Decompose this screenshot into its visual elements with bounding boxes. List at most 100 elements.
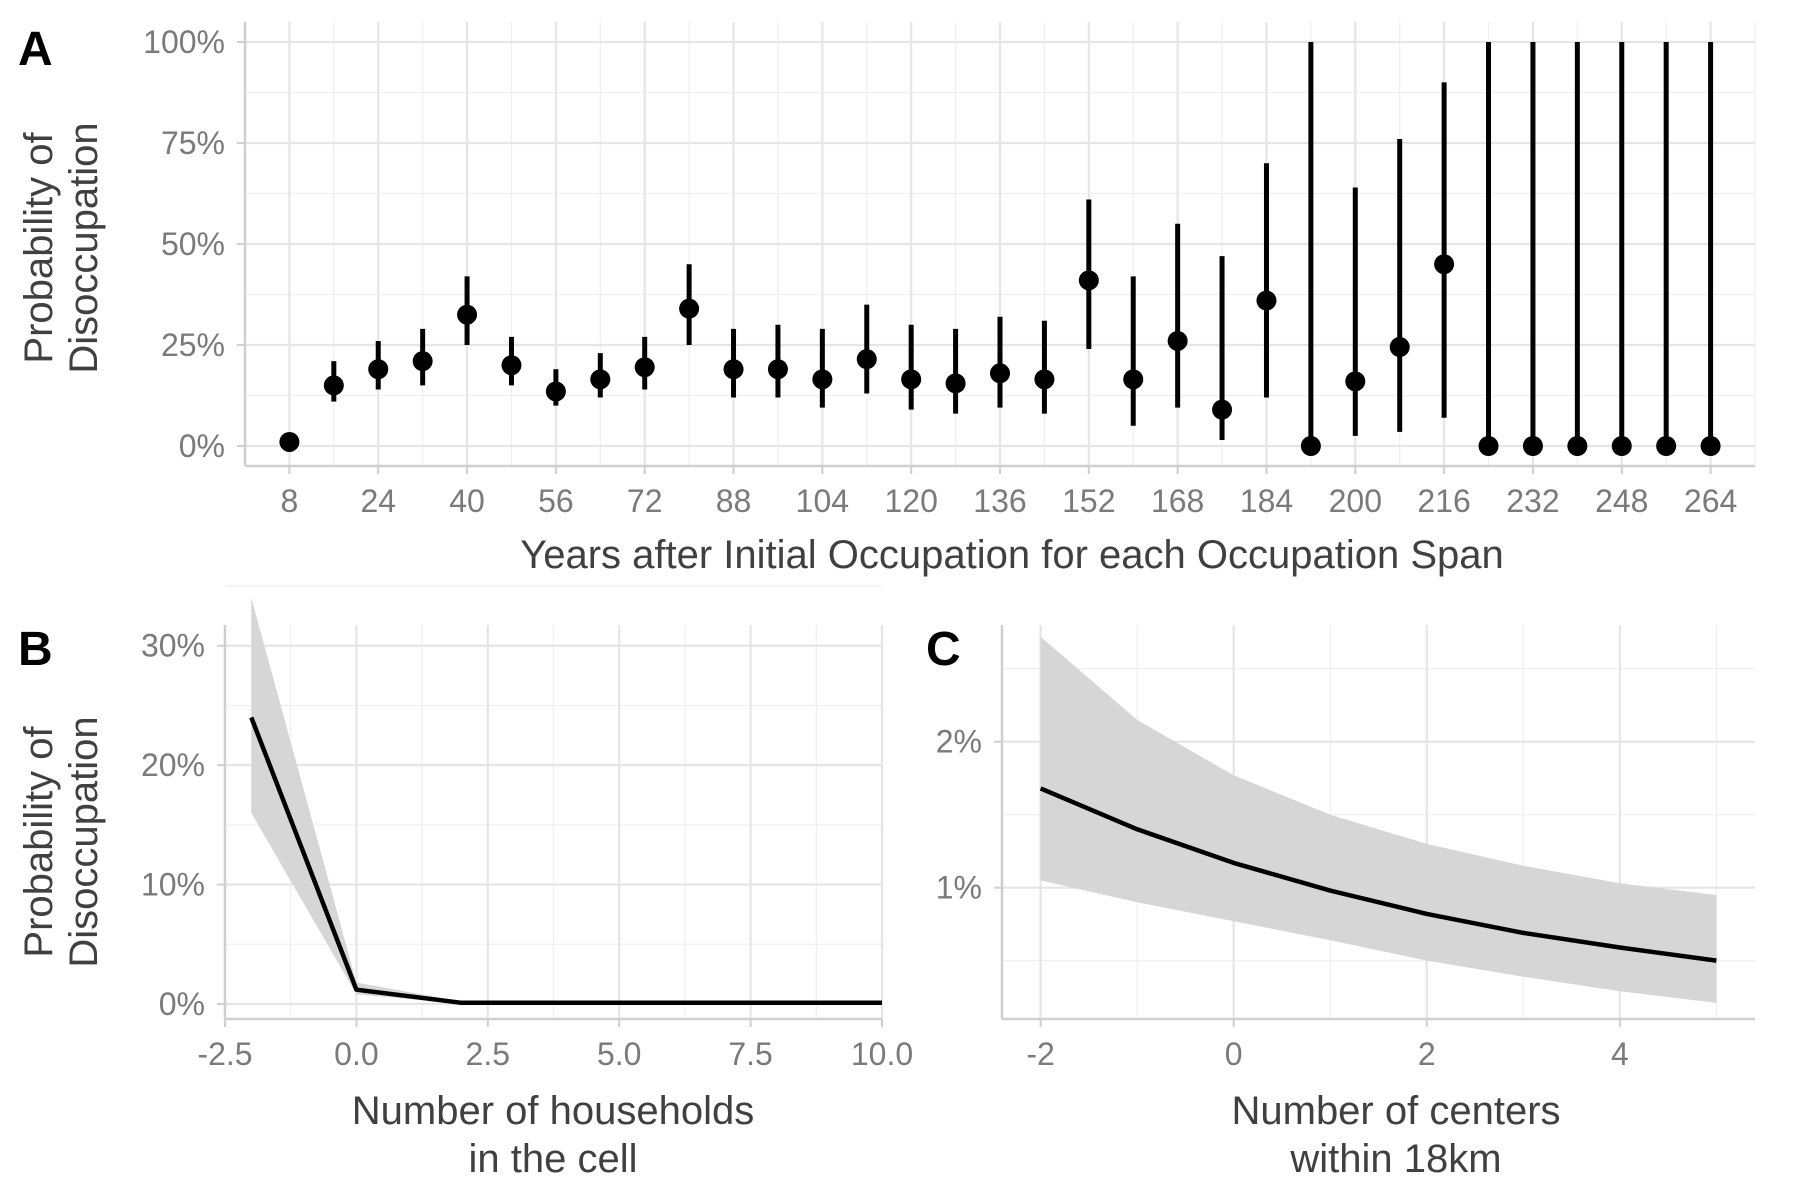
panel-a-point: [1167, 330, 1188, 351]
panel-a-point: [1034, 369, 1055, 390]
panel-a-point: [634, 357, 655, 378]
panel-a-x-tick-label: 264: [1684, 483, 1737, 519]
panel-a-xlabel: Years after Initial Occupation for each …: [520, 533, 1504, 577]
panel-b-y-tick-label: 10%: [141, 867, 205, 903]
panel-a-tick-labels: 8 24 40 56 72 88 104 120 136 152 168 184 200 216 232 24…: [143, 24, 1737, 519]
panel-a-point: [1389, 337, 1410, 358]
panel-a-point: [1611, 436, 1632, 456]
panel-a-x-tick-label: 248: [1595, 483, 1648, 519]
panel-b-x-tick-label: 5.0: [597, 1036, 641, 1072]
panel-a-point: [1078, 270, 1099, 291]
panel-a-x-tick-label: 200: [1329, 483, 1382, 519]
panel-a-x-tick-label: 24: [360, 483, 396, 519]
panel-a-point: [679, 298, 700, 319]
panel-b-x-tick-label: -2.5: [197, 1036, 252, 1072]
panel-a-point: [501, 355, 522, 376]
panel-b-y-tick-label: 20%: [141, 747, 205, 783]
panel-b-x-tick-label: 10.0: [851, 1036, 913, 1072]
panel-a-point: [1700, 436, 1721, 456]
panel-a-x-tick-label: 216: [1417, 483, 1470, 519]
panel-b-ylabel-line1: Probability of: [17, 726, 61, 958]
panel-a-point: [368, 359, 389, 380]
panel-a-point: [812, 369, 833, 390]
panel-c-tick-labels: -2 0 2 4 1% 2%: [936, 724, 1629, 1072]
panel-a-point: [945, 373, 966, 394]
panel-b-grid: [223, 585, 884, 1019]
panel-b-axes: [217, 625, 883, 1027]
panel-a-point: [279, 431, 300, 452]
panel-c-x-tick-label: 4: [1611, 1036, 1629, 1072]
panel-c-tag: C: [926, 623, 961, 676]
panel-a-x-tick-label: 168: [1151, 483, 1204, 519]
panel-a-x-tick-label: 72: [627, 483, 663, 519]
panel-b-x-tick-label: 2.5: [466, 1036, 510, 1072]
panel-a-tag: A: [18, 23, 53, 76]
panel-b: -2.5 0.0 2.5 5.0 7.5 10.0 0% 10% 20% 30% B Probab…: [17, 585, 913, 1181]
panel-b-xlabel-line2: in the cell: [469, 1137, 638, 1181]
panel-a-point: [412, 351, 433, 372]
panel-a-marks: [279, 42, 1721, 456]
panel-a-point: [457, 304, 478, 325]
panel-b-x-tick-label: 0.0: [334, 1036, 378, 1072]
panel-c-xlabel-line1: Number of centers: [1231, 1089, 1560, 1133]
panel-a-y-tick-label: 50%: [161, 226, 225, 262]
panel-a-point: [1123, 369, 1144, 390]
panel-c-x-tick-label: 0: [1225, 1036, 1243, 1072]
panel-a-x-tick-label: 152: [1062, 483, 1115, 519]
panel-a-x-tick-label: 120: [884, 483, 937, 519]
panel-a-y-tick-label: 25%: [161, 327, 225, 363]
panel-b-y-tick-label: 0%: [159, 986, 205, 1022]
panel-a-point: [1478, 436, 1499, 456]
panel-a-ylabel-line2: Disoccupation: [62, 122, 106, 373]
panel-a-x-tick-label: 88: [716, 483, 752, 519]
panel-a-x-tick-label: 104: [796, 483, 849, 519]
panel-a-point: [323, 375, 344, 396]
panel-a-x-tick-label: 56: [538, 483, 574, 519]
panel-a-point: [1212, 399, 1233, 420]
panel-c-confidence-ribbon: [1040, 636, 1717, 1003]
panel-a-point: [901, 369, 922, 390]
panel-c-y-tick-label: 1%: [936, 870, 982, 906]
panel-a-point: [1522, 436, 1543, 456]
panel-a-axes: [237, 22, 1755, 474]
panel-c-x-tick-label: 2: [1418, 1036, 1436, 1072]
panel-a-x-tick-label: 8: [281, 483, 299, 519]
panel-a-y-tick-label: 0%: [179, 428, 225, 464]
panel-a-point: [856, 349, 877, 370]
panel-b-y-tick-label: 30%: [141, 628, 205, 664]
panel-b-confidence-ribbon: [251, 597, 883, 1004]
panel-a-point: [723, 359, 744, 380]
panel-a-x-tick-label: 232: [1506, 483, 1559, 519]
panel-a-ylabel-line1: Probability of: [17, 132, 61, 364]
panel-a: 8 24 40 56 72 88 104 120 136 152 168 184 200 216 232 24…: [17, 22, 1756, 577]
panel-c: -2 0 2 4 1% 2% C Number of centers within 18k…: [926, 623, 1755, 1181]
panel-a-point: [545, 381, 566, 402]
panel-a-x-tick-label: 136: [973, 483, 1026, 519]
panel-b-x-tick-label: 7.5: [728, 1036, 772, 1072]
panel-a-y-tick-label: 75%: [161, 125, 225, 161]
panel-a-point: [1656, 436, 1677, 456]
panel-b-xlabel-line1: Number of households: [352, 1089, 754, 1133]
panel-b-ylabel-line2: Disoccupation: [62, 716, 106, 967]
panel-a-point: [767, 359, 788, 380]
panel-c-axes: [994, 625, 1755, 1027]
panel-b-marks: [249, 597, 883, 1006]
panel-a-point: [590, 369, 611, 390]
panel-a-y-tick-label: 100%: [143, 24, 225, 60]
panel-b-tag: B: [18, 623, 53, 676]
panel-b-fit-line: [249, 716, 882, 1006]
panel-c-marks: [1039, 636, 1717, 1003]
panel-b-tick-labels: -2.5 0.0 2.5 5.0 7.5 10.0 0% 10% 20% 30%: [141, 628, 913, 1072]
panel-a-x-tick-label: 40: [449, 483, 485, 519]
panel-a-point: [1567, 436, 1588, 456]
panel-a-point: [990, 363, 1010, 384]
panel-a-x-tick-label: 184: [1240, 483, 1293, 519]
panel-c-x-tick-label: -2: [1026, 1036, 1054, 1072]
panel-c-fit-line: [1039, 786, 1717, 963]
panel-a-point: [1345, 371, 1366, 392]
panel-c-y-tick-label: 2%: [936, 724, 982, 760]
panel-a-point: [1300, 436, 1321, 456]
panel-a-point: [1256, 290, 1277, 311]
panel-c-xlabel-line2: within 18km: [1289, 1137, 1501, 1181]
